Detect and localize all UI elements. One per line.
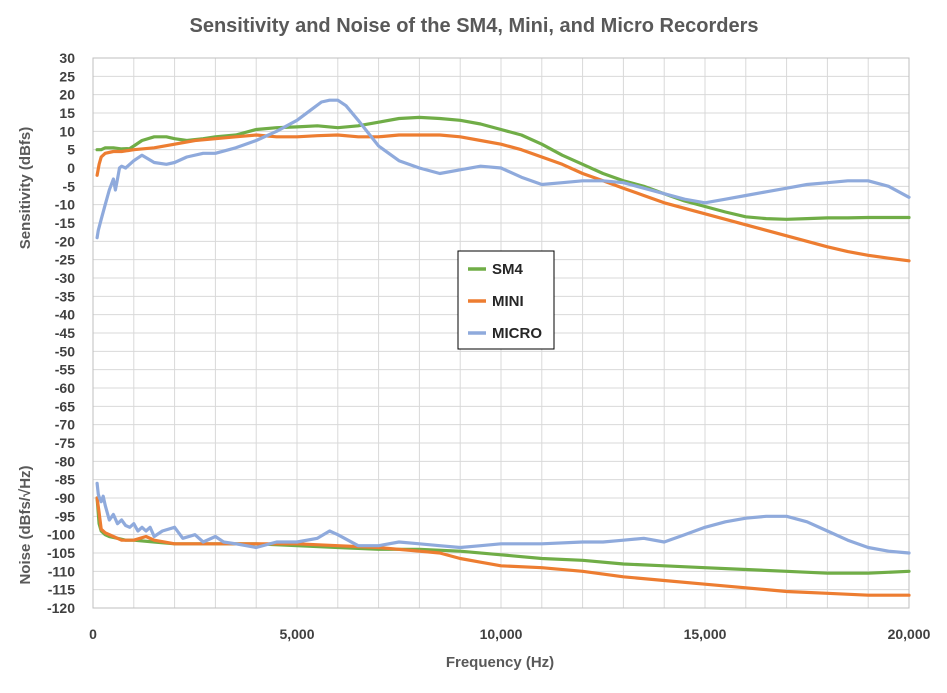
y-tick-label: -5: [63, 178, 76, 194]
tick-labels: 30 25 20 15 10 5 0 -5 -10 -15 -20 -25 -30 -35 -40 -45 -5…: [47, 50, 931, 642]
y-tick-label: 10: [59, 123, 75, 139]
x-tick-label: 5,000: [279, 626, 314, 642]
y-tick-label: 25: [59, 68, 75, 84]
y-tick-label: -50: [55, 343, 75, 359]
y-tick-label: -120: [47, 600, 75, 616]
y-tick-label: -25: [55, 252, 75, 268]
series-line-mini-noise: [95, 496, 911, 597]
legend-label-mini: MINI: [492, 293, 524, 310]
x-tick-label: 0: [89, 626, 97, 642]
y-tick-label: -45: [55, 325, 75, 341]
y-tick-label: -80: [55, 453, 75, 469]
y-tick-label: -110: [48, 563, 75, 579]
series-line-sm4-noise: [95, 496, 911, 575]
y-tick-label: -55: [55, 362, 75, 378]
y-tick-label: -95: [55, 508, 75, 524]
y-tick-label: -65: [55, 398, 75, 414]
y-tick-label: -105: [47, 545, 75, 561]
y-tick-label: -75: [55, 435, 75, 451]
x-tick-label: 15,000: [684, 626, 727, 642]
series-lines: [95, 98, 911, 597]
y-tick-label: -15: [55, 215, 75, 231]
series-line-sm4-sensitivity: [95, 115, 911, 221]
y-tick-label: -70: [55, 417, 75, 433]
x-tick-label: 20,000: [888, 626, 931, 642]
y-axis-label-sensitivity: Sensitivity (dBfs): [17, 127, 34, 250]
series-line-micro-noise: [95, 481, 911, 555]
y-tick-label: -60: [55, 380, 75, 396]
chart-title: Sensitivity and Noise of the SM4, Mini, …: [189, 15, 758, 37]
y-tick-label: -100: [47, 527, 75, 543]
x-tick-label: 10,000: [480, 626, 523, 642]
y-axis-label-noise: Noise (dBfs/√Hz): [17, 465, 34, 584]
y-tick-label: -90: [55, 490, 75, 506]
y-tick-label: -85: [55, 472, 75, 488]
y-tick-label: 15: [59, 105, 75, 121]
y-tick-label: -40: [55, 307, 75, 323]
y-tick-label: -30: [55, 270, 75, 286]
y-tick-label: 5: [67, 142, 75, 158]
series-line-mini-sensitivity: [95, 133, 911, 263]
y-tick-label: -10: [55, 197, 75, 213]
y-tick-label: 0: [67, 160, 75, 176]
legend: SM4 MINI MICRO: [457, 250, 555, 350]
y-tick-label: -35: [55, 288, 75, 304]
x-axis-label: Frequency (Hz): [446, 654, 554, 671]
plot-area: [92, 57, 910, 609]
y-tick-label: 30: [59, 50, 75, 66]
legend-label-micro: MICRO: [492, 325, 542, 342]
series-line-micro-sensitivity: [95, 98, 911, 240]
y-tick-label: -115: [48, 582, 75, 598]
y-tick-label: 20: [59, 87, 75, 103]
y-tick-label: -20: [55, 233, 75, 249]
legend-label-sm4: SM4: [492, 261, 524, 278]
